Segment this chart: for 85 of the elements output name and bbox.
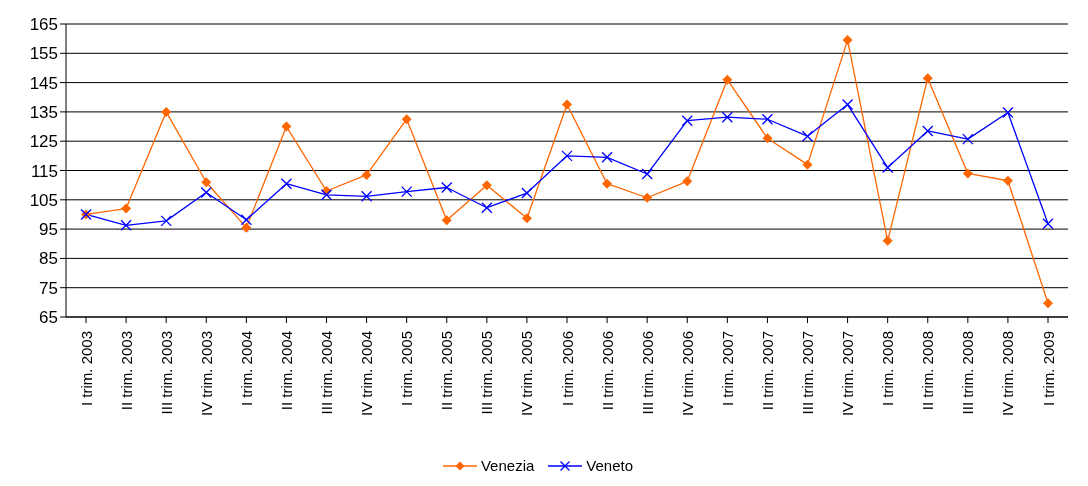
y-tick-label: 105 — [29, 190, 58, 210]
point — [762, 133, 773, 144]
point — [161, 106, 172, 117]
point — [281, 121, 292, 132]
point — [201, 177, 212, 188]
x-tick-label: III trim. 2006 — [638, 331, 656, 415]
point — [401, 114, 412, 125]
point — [1042, 218, 1054, 230]
point — [441, 181, 453, 194]
point — [360, 190, 373, 202]
point — [481, 202, 493, 214]
point — [361, 169, 372, 180]
point — [160, 215, 172, 227]
x-tick-label: II trim. 2006 — [598, 331, 616, 411]
x-tick-label: II trim. 2003 — [117, 331, 135, 411]
y-tick-label: 125 — [29, 132, 58, 152]
y-tick-label: 155 — [29, 44, 58, 64]
x-tick-label: III trim. 2007 — [799, 331, 816, 415]
point — [1002, 106, 1014, 119]
y-tick-label: 75 — [39, 278, 58, 298]
point — [841, 98, 854, 111]
point — [1002, 175, 1013, 186]
x-tick-label: IV trim. 2008 — [999, 331, 1017, 417]
point — [801, 130, 814, 142]
x-tick-label: I trim. 2006 — [558, 331, 576, 407]
x-tick-label: I trim. 2007 — [718, 331, 736, 407]
x-tick-label: I trim. 2004 — [237, 331, 255, 407]
point — [521, 187, 533, 199]
point — [802, 159, 813, 170]
point — [1043, 298, 1053, 309]
legend-label: Veneto — [586, 457, 634, 474]
y-tick-label: 135 — [29, 102, 58, 122]
point — [882, 235, 893, 246]
x-tick-label: II trim. 2004 — [277, 331, 295, 411]
point — [642, 192, 653, 203]
x-tick-label: I trim. 2008 — [879, 331, 897, 407]
x-tick-label: IV trim. 2003 — [197, 331, 215, 417]
point — [562, 99, 572, 110]
point — [521, 213, 532, 224]
x-tick-label: III trim. 2003 — [157, 331, 175, 415]
y-tick-label: 65 — [39, 308, 58, 328]
x-tick-label: II trim. 2005 — [438, 331, 456, 411]
point — [601, 151, 613, 163]
point — [320, 189, 333, 201]
point — [882, 161, 894, 174]
point — [280, 178, 293, 190]
y-tick-label: 85 — [39, 249, 58, 269]
x-tick-label: IV trim. 2004 — [358, 331, 376, 417]
point — [120, 219, 132, 231]
x-tick-label: II trim. 2008 — [919, 331, 937, 411]
x-tick-label: III trim. 2005 — [478, 331, 496, 415]
point — [641, 168, 653, 180]
x-tick-label: I trim. 2003 — [77, 331, 95, 407]
y-tick-label: 115 — [30, 161, 58, 181]
legend-label: Venezia — [480, 457, 535, 474]
point — [922, 125, 934, 137]
point — [681, 115, 693, 127]
point — [962, 133, 974, 145]
point — [441, 215, 452, 226]
x-tick-label: IV trim. 2006 — [678, 331, 696, 417]
point — [682, 176, 693, 187]
point — [842, 35, 853, 46]
x-tick-label: III trim. 2008 — [959, 331, 977, 415]
y-tick-label: 95 — [39, 220, 58, 240]
y-tick-label: 145 — [29, 73, 58, 93]
point — [561, 150, 573, 162]
point — [722, 74, 733, 85]
point — [121, 203, 132, 214]
point — [240, 214, 252, 226]
point — [761, 113, 774, 125]
x-tick-label: I trim. 2009 — [1039, 331, 1057, 407]
point — [200, 186, 212, 199]
point — [602, 178, 613, 189]
point — [241, 222, 252, 233]
point — [401, 185, 413, 198]
x-tick-label: IV trim. 2005 — [518, 331, 536, 417]
point — [962, 168, 973, 179]
x-tick-label: IV trim. 2007 — [839, 331, 857, 417]
point — [481, 180, 492, 191]
x-tick-label: III trim. 2004 — [318, 331, 335, 415]
point — [721, 111, 733, 123]
x-tick-label: II trim. 2007 — [758, 331, 776, 411]
x-tick-label: I trim. 2005 — [398, 331, 416, 407]
point — [922, 73, 933, 84]
y-tick-label: 165 — [29, 15, 58, 35]
